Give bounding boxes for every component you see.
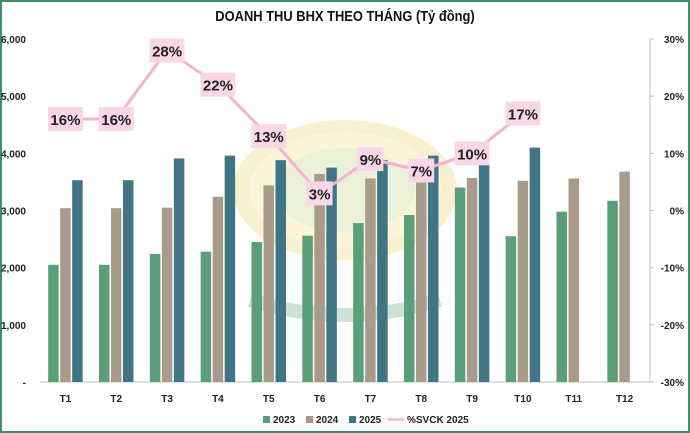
svck-data-label: 22% (203, 78, 233, 95)
legend-swatch-2024 (306, 416, 313, 423)
x-tick-label: T3 (161, 394, 173, 405)
legend-swatch-2023 (263, 416, 270, 423)
svck-data-label: 10% (457, 146, 487, 163)
legend-swatch-2025 (349, 416, 356, 423)
y-right-tick-label: 10% (664, 149, 684, 160)
y-left-tick-label: 4,000 (1, 149, 26, 160)
y-left-tick-label: 3,000 (1, 207, 26, 218)
bar-2023-T3 (149, 253, 161, 382)
legend-label-2025: 2025 (359, 415, 382, 426)
bar-2024-T5 (263, 185, 274, 382)
bar-2023-T12 (607, 200, 618, 382)
svck-data-label: 17% (508, 106, 538, 123)
svck-data-label: 13% (254, 129, 284, 146)
svck-label-box (454, 141, 490, 166)
svck-data-label: 28% (152, 43, 182, 60)
svck-label-box (200, 72, 236, 97)
bar-2025-T4 (224, 155, 236, 382)
x-tick-label: T5 (263, 394, 275, 405)
bar-2023-T4 (200, 251, 212, 382)
bar-2024-T6 (314, 173, 325, 382)
y-left-tick-label: 2,000 (1, 264, 26, 275)
svck-data-label: 9% (360, 152, 382, 169)
x-tick-label: T8 (415, 394, 427, 405)
svck-line (65, 48, 524, 195)
svck-label-box (251, 124, 287, 149)
y-left-tick-label: 1,000 (1, 321, 26, 332)
bar-2024-T1 (60, 208, 71, 382)
bar-2023-T1 (48, 264, 59, 382)
bar-2025-T7 (377, 160, 388, 382)
y-right-tick-label: 30% (664, 35, 684, 46)
right-axis: -30% -20% -10% 0% 10% 20% 30% (649, 35, 685, 389)
svck-data-label: 7% (410, 163, 432, 180)
legend-label-%SVCK 2025: %SVCK 2025 (407, 415, 469, 426)
svck-label-box (357, 147, 384, 172)
y-right-tick-label: 20% (664, 92, 684, 103)
bar-2023-T11 (556, 211, 567, 382)
bar-2024-T11 (568, 178, 579, 382)
bar-2024-T9 (466, 177, 478, 382)
bar-2023-T5 (251, 241, 262, 382)
svck-data-label: 16% (101, 112, 131, 129)
svck-label-box (98, 107, 134, 132)
chart-title: DOANH THU BHX THEO THÁNG (Tỷ đồng) (215, 8, 475, 25)
bar-2024-T3 (161, 207, 173, 382)
bar-2024-T7 (365, 178, 376, 382)
bar-2024-T4 (212, 196, 224, 382)
svck-label-box (47, 107, 83, 132)
x-tick-label: T7 (365, 394, 377, 405)
svck-line-series: 16% 16% 28% 22% 13% 3% 9% 7% 10% 17% (47, 38, 541, 206)
bar-2024-T10 (517, 180, 529, 382)
x-tick-label: T6 (314, 394, 326, 405)
y-left-tick-label: 5,000 (1, 92, 26, 103)
bar-2024-T2 (111, 208, 122, 382)
y-right-tick-label: 0% (670, 207, 685, 218)
y-left-tick-label: 6,000 (1, 35, 26, 46)
bar-2023-T9 (454, 187, 466, 382)
svck-data-label: 3% (309, 186, 331, 203)
bar-2024-T12 (619, 171, 630, 382)
bar-2023-T7 (353, 223, 364, 382)
x-tick-label: T2 (110, 394, 122, 405)
x-tick-label: T11 (565, 394, 582, 405)
x-tick-label: T1 (60, 394, 72, 405)
bar-2023-T10 (505, 236, 517, 382)
x-tick-label: T9 (466, 394, 478, 405)
svck-label-box (505, 101, 541, 126)
bar-2024-T8 (416, 173, 427, 382)
svck-data-label: 16% (50, 112, 80, 129)
x-tick-label: T4 (212, 394, 224, 405)
bar-2025-T5 (275, 160, 286, 382)
category-labels: T1 T2 T3 T4 T5 T6 T7 T8 T9 T10 T11 T12 (60, 394, 634, 405)
y-left-tick-label: - (23, 378, 26, 389)
y-right-tick-label: -30% (661, 378, 684, 389)
bar-2023-T6 (302, 235, 313, 382)
bar-2025-T3 (173, 158, 185, 382)
y-right-tick-label: -10% (661, 264, 684, 275)
left-axis: - 1,000 2,000 3,000 4,000 5,000 6,000 (1, 35, 650, 389)
legend-label-2024: 2024 (316, 415, 339, 426)
bar-2025-T10 (529, 147, 541, 382)
bar-2025-T8 (428, 155, 439, 382)
legend-label-2023: 2023 (273, 415, 296, 426)
bar-2025-T1 (72, 180, 83, 382)
bar-2025-T6 (326, 167, 337, 382)
bar-2023-T8 (404, 215, 415, 382)
x-tick-label: T12 (616, 394, 634, 405)
bar-series (48, 147, 630, 382)
bar-2025-T2 (123, 180, 134, 382)
bar-2025-T9 (478, 157, 490, 382)
y-right-tick-label: -20% (661, 321, 684, 332)
bar-2023-T2 (99, 264, 110, 382)
svck-label-box (306, 181, 333, 206)
legend: 2023 2024 2025 %SVCK 2025 (263, 415, 469, 426)
x-tick-label: T10 (514, 394, 532, 405)
svck-label-box (149, 38, 185, 63)
svck-label-box (408, 158, 435, 183)
